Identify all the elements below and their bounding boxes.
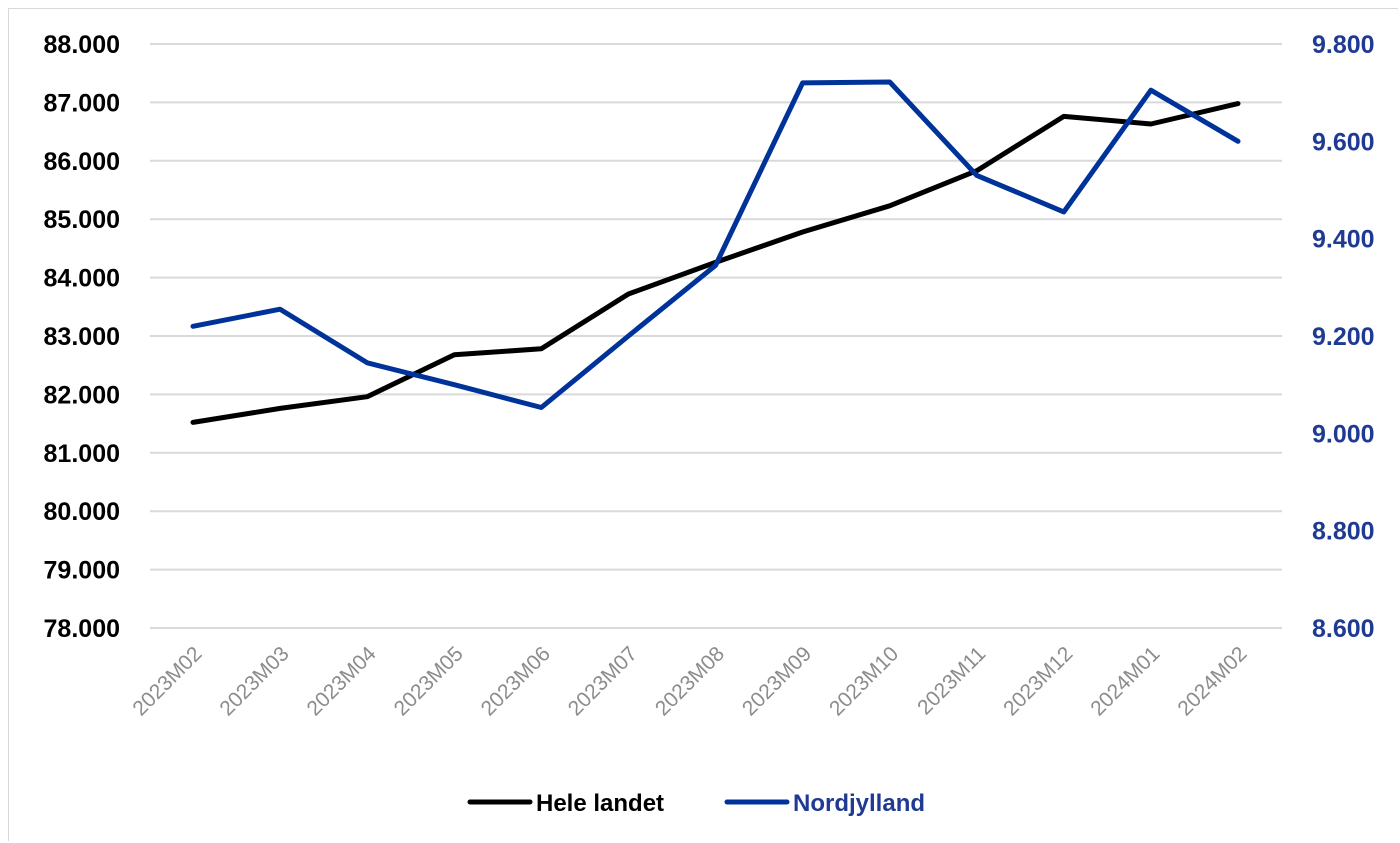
y-left-tick-label: 79.000 — [44, 557, 120, 585]
legend: Hele landet Nordjylland — [467, 790, 925, 817]
x-tick-label: 2023M07 — [564, 642, 642, 720]
y-right-tick-label: 9.600 — [1312, 128, 1375, 156]
y-right-tick-label: 9.800 — [1312, 31, 1375, 59]
x-tick-label: 2024M02 — [1173, 642, 1251, 720]
y-left-tick-label: 85.000 — [44, 206, 120, 234]
y-right-tick-label: 8.800 — [1312, 518, 1375, 546]
chart-frame — [8, 8, 1398, 841]
x-tick-label: 2023M05 — [390, 642, 468, 720]
legend-label: Nordjylland — [793, 790, 925, 817]
y-left-tick-label: 87.000 — [44, 89, 120, 117]
y-left-tick-label: 81.000 — [44, 440, 120, 468]
x-tick-label: 2023M04 — [303, 642, 381, 720]
x-tick-label: 2023M10 — [825, 642, 903, 720]
y-left-tick-label: 78.000 — [44, 615, 120, 643]
x-axis: 2023M02 2023M03 2023M04 2023M05 2023M06 2023M… — [128, 642, 1251, 720]
x-tick-label: 2023M06 — [477, 642, 555, 720]
x-tick-label: 2023M12 — [999, 642, 1077, 720]
x-tick-label: 2024M01 — [1086, 642, 1164, 720]
y-left-tick-label: 83.000 — [44, 323, 120, 351]
x-tick-label: 2023M08 — [651, 642, 729, 720]
y-right-tick-label: 9.000 — [1312, 420, 1375, 448]
y-left-tick-label: 82.000 — [44, 381, 120, 409]
x-tick-label: 2023M09 — [738, 642, 816, 720]
y-axis-right: 8.600 8.800 9.000 9.200 9.400 9.600 9.800 — [1312, 31, 1375, 643]
y-right-tick-label: 9.200 — [1312, 323, 1375, 351]
y-right-tick-label: 8.600 — [1312, 615, 1375, 643]
y-left-tick-label: 84.000 — [44, 265, 120, 293]
x-tick-label: 2023M02 — [128, 642, 206, 720]
y-left-tick-label: 86.000 — [44, 148, 120, 176]
y-right-tick-label: 9.400 — [1312, 226, 1375, 254]
y-left-tick-label: 88.000 — [44, 31, 120, 59]
series-lines — [190, 79, 1241, 425]
y-left-tick-label: 80.000 — [44, 498, 120, 526]
gridlines — [150, 43, 1282, 629]
x-tick-label: 2023M03 — [215, 642, 293, 720]
y-axis-left: 78.000 79.000 80.000 81.000 82.000 83.000 84.0… — [44, 31, 120, 643]
series-line-nordjylland — [190, 79, 1241, 410]
legend-label: Hele landet — [536, 790, 664, 817]
x-tick-label: 2023M11 — [913, 642, 990, 719]
